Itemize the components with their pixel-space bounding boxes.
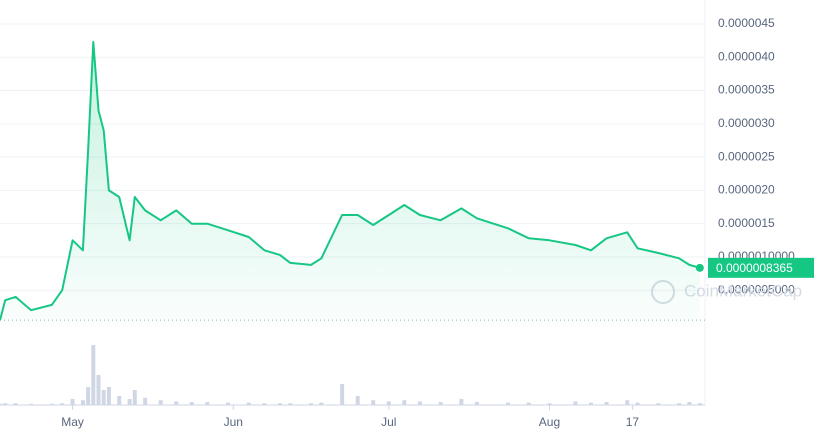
x-tick-label: Jul — [381, 415, 396, 429]
volume-bar — [127, 399, 132, 405]
y-tick-label: 0.0000045 — [718, 16, 775, 30]
price-tag-label: 0.0000008365 — [716, 261, 793, 275]
volume-bar — [262, 403, 267, 405]
x-tick-label: 17 — [626, 415, 640, 429]
volume-bar — [656, 403, 661, 405]
x-tick-label: May — [61, 415, 84, 429]
volume-bar — [80, 400, 85, 405]
y-tick-label: 0.0000005000 — [718, 282, 795, 296]
volume-bar — [526, 402, 531, 405]
volume-bar — [386, 401, 391, 405]
volume-bar — [174, 401, 179, 405]
price-tag — [708, 257, 814, 278]
volume-bar — [60, 403, 65, 405]
volume-bar — [226, 402, 231, 405]
y-tick-label: 0.0000030 — [718, 116, 775, 130]
volume-bar — [319, 402, 324, 405]
volume-bar — [96, 375, 101, 405]
volume-bar — [13, 403, 18, 405]
volume-bar — [459, 399, 464, 405]
volume-bar — [91, 345, 96, 405]
volume-bar — [474, 402, 479, 405]
volume-bar — [625, 400, 630, 405]
volume-bar — [309, 403, 314, 405]
y-tick-label: 0.0000025 — [718, 149, 775, 163]
volume-bar — [132, 390, 137, 405]
volume-bar — [573, 401, 578, 405]
volume-bar — [0, 403, 2, 405]
volume-bar — [143, 397, 148, 405]
last-point — [695, 263, 704, 272]
price-line — [0, 41, 701, 321]
volume-bar — [438, 402, 443, 405]
y-tick-label: 0.0000020 — [718, 183, 775, 197]
y-tick-label: 0.0000035 — [718, 83, 775, 97]
volume-bar — [677, 403, 682, 405]
x-tick-label: Jun — [224, 415, 243, 429]
volume-bar — [70, 399, 75, 405]
volume-bar — [49, 403, 54, 405]
volume-bar — [189, 402, 194, 405]
volume-bar — [687, 402, 692, 405]
volume-bar — [340, 384, 345, 405]
volume-bar — [288, 403, 293, 405]
volume-bar — [117, 396, 122, 405]
volume-bar — [3, 403, 8, 405]
volume-bar — [402, 400, 407, 405]
volume-bar — [506, 402, 511, 405]
volume-bar — [635, 402, 640, 405]
volume-bar — [604, 402, 609, 405]
volume-bar — [417, 401, 422, 405]
volume-bar — [106, 387, 111, 405]
volume-bar — [86, 387, 91, 405]
volume-bar — [246, 402, 251, 405]
y-tick-label: 0.0000015 — [718, 216, 775, 230]
x-tick-label: Aug — [539, 415, 560, 429]
volume-bar — [588, 402, 593, 405]
volume-bar — [205, 402, 210, 405]
volume-bar — [547, 403, 552, 405]
volume-bar — [697, 403, 702, 405]
y-tick-label: 0.0000040 — [718, 49, 775, 63]
area — [0, 42, 700, 324]
volume-bar — [101, 390, 106, 405]
watermark: CoinMarketCap — [684, 281, 802, 300]
volume-bar — [277, 403, 282, 405]
volume-bar — [29, 403, 34, 405]
volume-bar — [158, 400, 163, 405]
volume-bar — [355, 396, 360, 405]
volume-bar — [371, 400, 376, 405]
